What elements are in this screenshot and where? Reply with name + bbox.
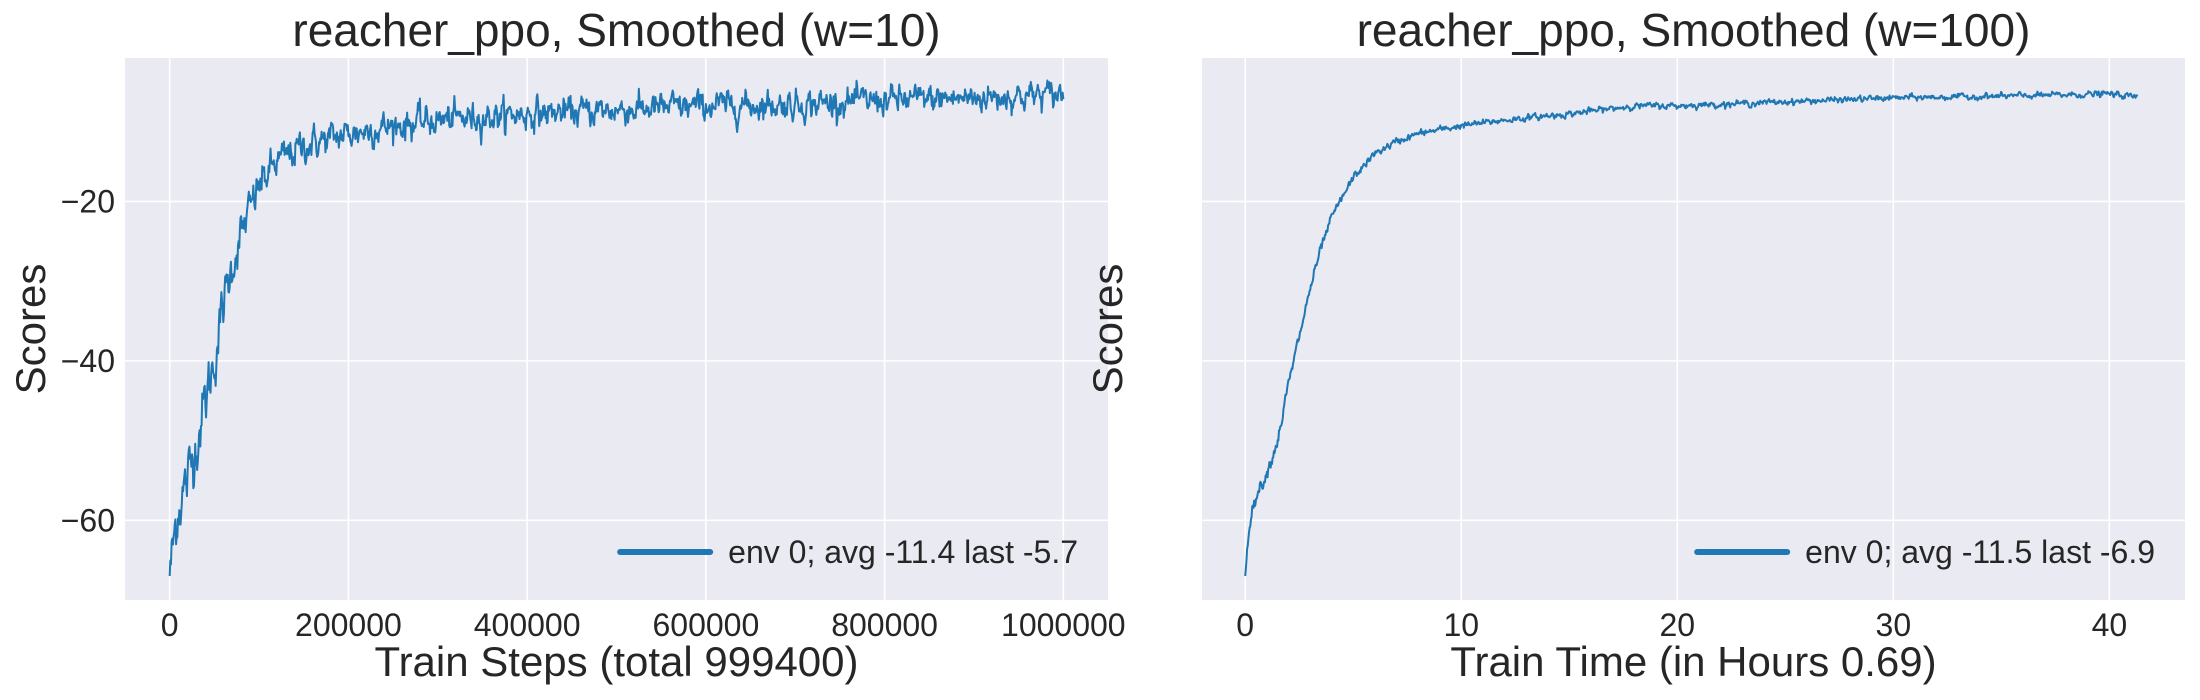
x-axis-label: Train Time (in Hours 0.69) <box>1450 638 1936 685</box>
x-tick-label: 600000 <box>652 607 759 643</box>
plot-area <box>1202 58 2185 600</box>
y-tick-label: −40 <box>61 343 115 379</box>
chart-title: reacher_ppo, Smoothed (w=10) <box>292 4 940 56</box>
y-axis-label: Scores <box>1084 264 1131 395</box>
chart-title: reacher_ppo, Smoothed (w=100) <box>1357 4 2031 56</box>
legend-label: env 0; avg -11.5 last -6.9 <box>1805 534 2155 570</box>
y-axis-label: Scores <box>7 264 54 395</box>
series-line-0 <box>168 79 1065 577</box>
x-tick-label: 200000 <box>295 607 402 643</box>
x-tick-label: 400000 <box>474 607 581 643</box>
x-tick-label: 0 <box>1236 607 1254 643</box>
x-tick-label: 1000000 <box>1001 607 1126 643</box>
series-line-0 <box>1244 90 2139 577</box>
chart-panel-1: 0 10 20 30 40 reacher_ppo, Smoothed (w=100) Tr… <box>1084 4 2185 685</box>
x-tick-label: 40 <box>2092 607 2128 643</box>
legend-label: env 0; avg -11.4 last -5.7 <box>728 534 1078 570</box>
x-tick-label: 30 <box>1876 607 1912 643</box>
y-tick-label: −60 <box>61 502 115 538</box>
x-tick-label: 0 <box>161 607 179 643</box>
x-tick-label: 800000 <box>831 607 938 643</box>
x-tick-label: 10 <box>1443 607 1479 643</box>
x-axis-label: Train Steps (total 999400) <box>374 638 858 685</box>
x-tick-label: 20 <box>1659 607 1695 643</box>
y-tick-label: −20 <box>61 183 115 219</box>
chart-panel-0: 0 200000 400000 600000 800000 1000000 −60 −40 −2… <box>7 4 1126 685</box>
plot-area <box>125 58 1108 600</box>
